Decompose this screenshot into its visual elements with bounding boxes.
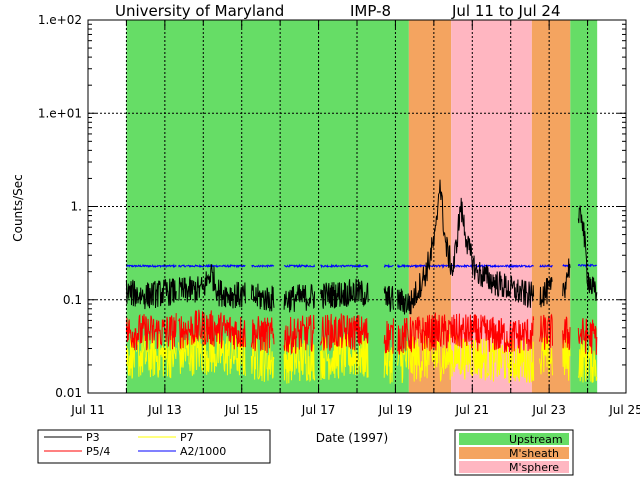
x-tick-label: Jul 17 xyxy=(301,403,336,417)
data-series xyxy=(125,179,598,384)
y-axis-label: Counts/Sec xyxy=(11,174,25,242)
series-legend-label: P7 xyxy=(180,431,194,444)
y-tick-label: 0.01 xyxy=(55,386,82,400)
x-tick-label: Jul 19 xyxy=(378,403,413,417)
chart-title-institution: University of Maryland xyxy=(115,2,284,20)
chart-title-date-range: Jul 11 to Jul 24 xyxy=(451,2,561,20)
series-p5-4 xyxy=(125,309,598,355)
series-legend-label: P3 xyxy=(86,431,100,444)
region-legend-swatch xyxy=(459,433,569,445)
x-tick-label: Jul 21 xyxy=(455,403,490,417)
x-tick-label: Jul 11 xyxy=(70,403,105,417)
region-legend-swatch xyxy=(459,461,569,473)
series-legend-label: A2/1000 xyxy=(180,445,226,458)
region-legend-label: Upstream xyxy=(509,433,563,446)
chart-title-spacecraft: IMP-8 xyxy=(350,2,391,20)
chart-title: University of Maryland IMP-8 Jul 11 to J… xyxy=(115,2,561,20)
y-axis: 0.01 0.1 1. 1.e+01 1.e+02 xyxy=(38,13,626,400)
x-axis-label: Date (1997) xyxy=(316,431,388,445)
grid-lines xyxy=(88,20,626,393)
x-tick-label: Jul 23 xyxy=(531,403,566,417)
region-legend-label: M'sheath xyxy=(509,447,559,460)
y-tick-label: 1. xyxy=(71,200,82,214)
y-tick-label: 1.e+02 xyxy=(38,13,82,27)
region-legend-swatch xyxy=(459,447,569,459)
x-tick-label: Jul 25 xyxy=(608,403,640,417)
series-p3 xyxy=(125,179,598,315)
x-axis: Jul 11 Jul 13 Jul 15 Jul 17 Jul 19 Jul 21 Jul … xyxy=(70,20,640,417)
y-tick-label: 0.1 xyxy=(63,293,82,307)
x-tick-label: Jul 15 xyxy=(224,403,259,417)
series-legend-frame xyxy=(37,429,271,464)
x-tick-label: Jul 13 xyxy=(147,403,182,417)
y-tick-label: 1.e+01 xyxy=(38,106,82,120)
region-legend-label: M'sphere xyxy=(509,461,559,474)
series-legend: P3 P7 P5/4 A2/1000 xyxy=(37,429,271,464)
plot-area xyxy=(87,19,627,394)
series-legend-label: P5/4 xyxy=(86,445,110,458)
